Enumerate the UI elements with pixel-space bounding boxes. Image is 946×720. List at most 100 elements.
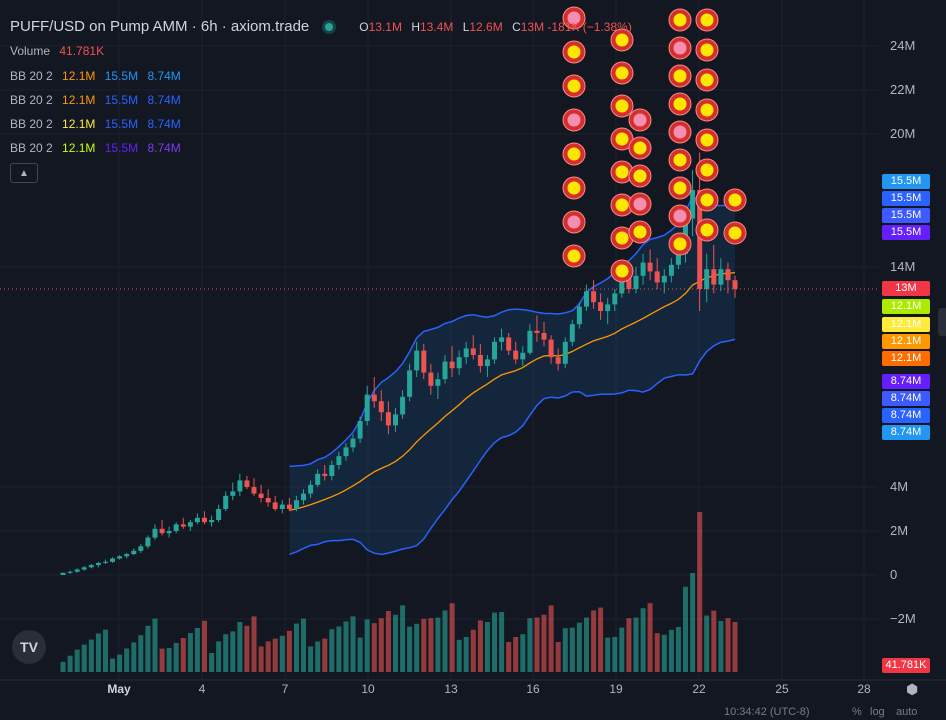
volume-bar bbox=[124, 648, 130, 672]
candle-body bbox=[513, 350, 519, 360]
candle-body bbox=[612, 293, 618, 305]
candle-body bbox=[484, 359, 490, 366]
candle-body bbox=[279, 504, 285, 509]
legend-bb-2[interactable]: BB 20 2 12.1M 15.5M 8.74M bbox=[10, 93, 187, 107]
legend-volume[interactable]: Volume 41.781K bbox=[10, 44, 110, 58]
trade-marker-icon bbox=[673, 237, 687, 251]
candle-body bbox=[449, 361, 455, 369]
candle-body bbox=[506, 337, 512, 351]
volume-bar bbox=[704, 615, 710, 672]
candle-body bbox=[442, 361, 448, 380]
price-tag: 8.74M bbox=[882, 408, 930, 423]
legend-bb-1[interactable]: BB 20 2 12.1M 15.5M 8.74M bbox=[10, 69, 187, 83]
volume-bar bbox=[654, 633, 660, 672]
symbol-title[interactable]: PUFF/USD on Pump AMM · 6h · axiom.trade bbox=[10, 18, 310, 35]
candle-body bbox=[173, 524, 179, 531]
bollinger-band bbox=[289, 195, 736, 556]
volume-bar bbox=[470, 629, 476, 672]
volume-bar bbox=[647, 603, 653, 672]
trade-marker-icon bbox=[615, 165, 629, 179]
volume-bar bbox=[230, 631, 236, 672]
trade-marker-icon bbox=[700, 163, 714, 177]
trade-marker-icon bbox=[673, 13, 687, 27]
trade-marker-icon bbox=[633, 169, 647, 183]
candle-body bbox=[477, 355, 483, 366]
close-key: C bbox=[512, 19, 521, 34]
bb-lower: 8.74M bbox=[147, 69, 181, 83]
tradingview-logo-icon[interactable]: TV bbox=[12, 630, 46, 664]
trade-marker-icon bbox=[728, 226, 742, 240]
volume-bar bbox=[428, 618, 434, 672]
candle-body bbox=[605, 304, 611, 311]
candle-body bbox=[166, 531, 172, 534]
price-axis[interactable]: 24M 22M 20M 14M 4M 2M 0 −2M bbox=[890, 38, 916, 626]
trade-marker-icon bbox=[633, 141, 647, 155]
volume-bars bbox=[60, 512, 738, 672]
price-tag: 15.5M bbox=[882, 225, 930, 240]
timezone-clock[interactable]: 10:34:42 (UTC-8) bbox=[724, 706, 810, 718]
candle-body bbox=[103, 561, 108, 563]
percent-toggle[interactable]: % bbox=[852, 706, 862, 718]
candle-body bbox=[230, 491, 236, 496]
price-tick-label: 4M bbox=[890, 479, 908, 494]
candle-body bbox=[88, 565, 94, 568]
candle-body bbox=[428, 372, 434, 386]
volume-bar bbox=[619, 627, 625, 672]
bottom-toolbar: 10:34:42 (UTC-8) % log auto bbox=[0, 706, 946, 720]
bb-label: BB 20 2 bbox=[10, 69, 53, 83]
scale-drag-handle[interactable] bbox=[938, 308, 946, 336]
price-tick-label: 2M bbox=[890, 523, 908, 538]
band-basis-line bbox=[289, 271, 736, 511]
volume-bar bbox=[598, 607, 604, 672]
low-key: L bbox=[462, 19, 470, 34]
volume-bar bbox=[562, 628, 568, 672]
candle-body bbox=[584, 291, 589, 307]
trade-marker-icon bbox=[567, 113, 581, 127]
candle-body bbox=[569, 324, 575, 342]
candle-body bbox=[81, 567, 87, 570]
candle-body bbox=[661, 275, 667, 283]
volume-tag: 41.781K bbox=[882, 658, 930, 673]
volume-value: 41.781K bbox=[59, 44, 105, 58]
candle-body bbox=[576, 306, 582, 325]
volume-bar bbox=[272, 638, 278, 672]
candle-body bbox=[470, 348, 476, 355]
legend-bb-3[interactable]: BB 20 2 12.1M 15.5M 8.74M bbox=[10, 117, 187, 131]
volume-bar bbox=[216, 641, 222, 672]
candle-body bbox=[95, 562, 101, 566]
price-tick-label: 0 bbox=[890, 567, 897, 582]
volume-bar bbox=[640, 608, 646, 672]
candle-body bbox=[400, 396, 406, 415]
time-tick-label: 4 bbox=[199, 682, 206, 696]
trade-marker-icon bbox=[728, 193, 742, 207]
last-price-tag: 13M bbox=[882, 281, 930, 296]
log-toggle[interactable]: log bbox=[870, 706, 885, 718]
market-status-icon bbox=[325, 22, 334, 31]
candle-body bbox=[364, 394, 370, 421]
price-tick-label: 14M bbox=[890, 259, 915, 274]
volume-bar bbox=[541, 614, 547, 672]
candle-body bbox=[187, 522, 193, 527]
candle-body bbox=[244, 480, 250, 487]
trade-marker-icon bbox=[567, 249, 581, 263]
volume-bar bbox=[138, 635, 144, 672]
volume-label: Volume bbox=[10, 44, 51, 58]
candle-body bbox=[251, 487, 257, 494]
price-tag: 12.1M bbox=[882, 299, 930, 314]
volume-bar bbox=[110, 658, 115, 672]
legend-bb-4[interactable]: BB 20 2 12.1M 15.5M 8.74M bbox=[10, 141, 187, 155]
candle-body bbox=[265, 498, 271, 503]
trade-marker-icon bbox=[633, 225, 647, 239]
collapse-legend-button[interactable]: ▲ bbox=[10, 163, 38, 183]
time-axis[interactable]: May 4 7 10 13 16 19 22 25 28 bbox=[107, 682, 871, 696]
volume-bar bbox=[668, 629, 674, 672]
auto-toggle[interactable]: auto bbox=[896, 706, 918, 718]
bb-lower: 8.74M bbox=[147, 93, 181, 107]
trade-marker-icon bbox=[633, 197, 647, 211]
gear-icon[interactable]: ⬢ bbox=[906, 681, 919, 697]
volume-bar bbox=[117, 654, 123, 672]
trade-marker-icon bbox=[700, 43, 714, 57]
volume-bar bbox=[449, 603, 455, 672]
volume-bar bbox=[308, 646, 314, 672]
